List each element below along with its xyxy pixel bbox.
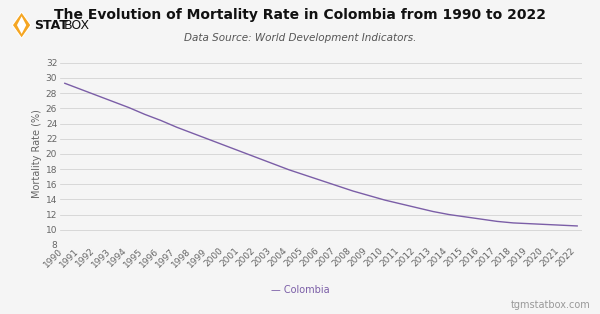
Text: BOX: BOX	[64, 19, 89, 32]
Text: Data Source: World Development Indicators.: Data Source: World Development Indicator…	[184, 33, 416, 43]
Text: The Evolution of Mortality Rate in Colombia from 1990 to 2022: The Evolution of Mortality Rate in Colom…	[54, 8, 546, 22]
Y-axis label: Mortality Rate (%): Mortality Rate (%)	[32, 109, 41, 198]
Polygon shape	[12, 12, 31, 38]
Text: — Colombia: — Colombia	[271, 285, 329, 295]
Text: STAT: STAT	[34, 19, 68, 32]
Polygon shape	[17, 16, 26, 34]
Text: tgmstatbox.com: tgmstatbox.com	[511, 300, 591, 310]
